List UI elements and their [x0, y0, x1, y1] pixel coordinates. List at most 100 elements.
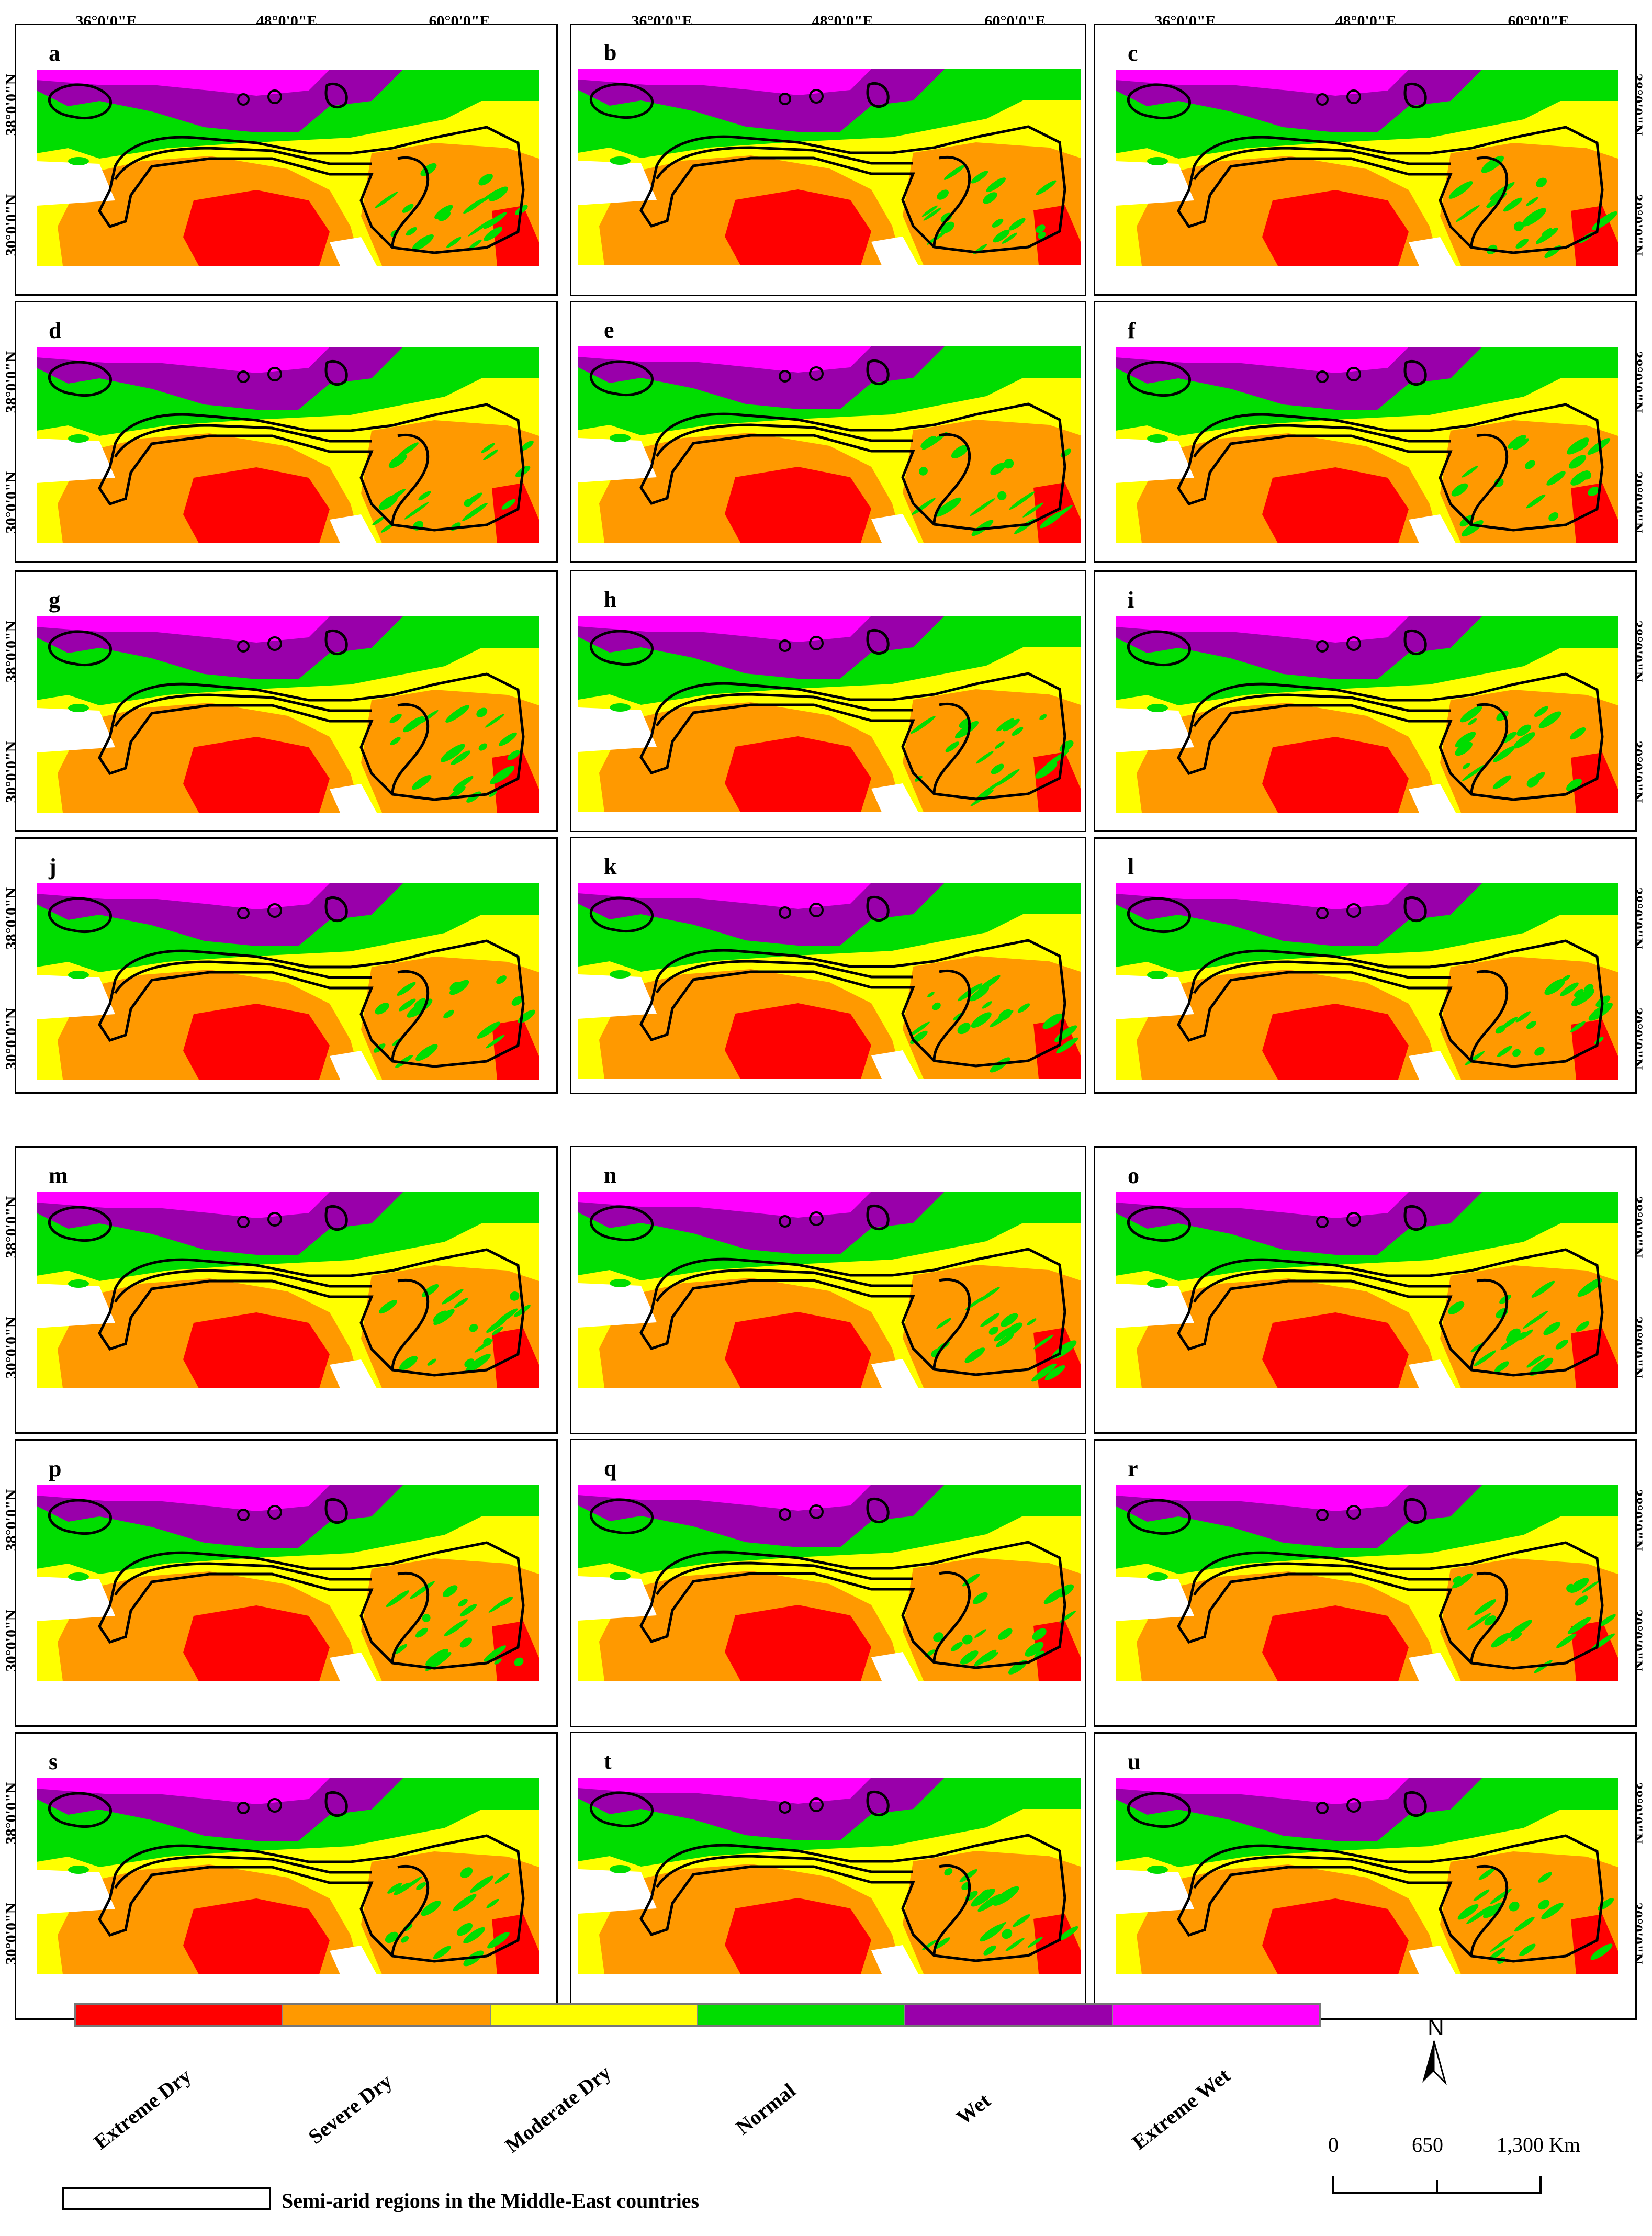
semi-arid-outline-west: [589, 1498, 654, 1535]
map-panel-t: t: [570, 1732, 1086, 2020]
semi-arid-outline-west: [48, 83, 113, 120]
drought-map: [37, 70, 539, 266]
map-panel-s: s: [15, 1732, 558, 2020]
map-panel-c: c: [1094, 24, 1637, 296]
semi-arid-outline-main: [639, 939, 1066, 1068]
extreme-dry-area: [183, 1004, 330, 1080]
map-panel-d: d: [15, 301, 558, 563]
extreme-dry-area: [724, 1605, 871, 1681]
semi-arid-outline-small-3: [866, 1497, 890, 1524]
extreme-wet-area: [578, 346, 871, 373]
no-data-sea: [37, 1577, 115, 1621]
semi-arid-outline-inner: [1193, 1562, 1451, 1596]
legend-swatch-moderate-dry: [490, 2005, 698, 2025]
drought-map: [578, 1778, 1081, 1974]
semi-arid-outline-main: [1177, 1248, 1604, 1377]
extreme-dry-area: [1262, 1605, 1409, 1681]
semi-arid-outline-small-3: [866, 628, 890, 655]
extreme-dry-area: [1262, 1898, 1409, 1974]
semi-arid-outline-inner: [655, 693, 913, 727]
drought-map: [1116, 1485, 1618, 1681]
legend-label-extreme-wet: Extreme Wet: [1127, 2063, 1235, 2154]
semi-arid-outline-west: [589, 1205, 654, 1242]
semi-arid-outline-loop: [932, 1571, 971, 1663]
semi-arid-outline-small-3: [1403, 896, 1427, 923]
map-panel-q: q: [570, 1439, 1086, 1727]
drought-map: [37, 883, 539, 1080]
semi-arid-outline-small-2: [267, 367, 282, 381]
panel-letter: s: [49, 1749, 58, 1774]
legend-swatch-severe-dry: [283, 2005, 491, 2025]
extreme-wet-area: [1116, 1192, 1409, 1218]
semi-arid-outline-small-2: [808, 89, 824, 104]
map-panel-f: f: [1094, 301, 1637, 563]
semi-arid-outline-west: [1127, 1792, 1192, 1828]
semi-arid-outline-loop: [391, 434, 430, 525]
panel-letter: j: [49, 854, 57, 880]
map-panel-n: n: [570, 1146, 1086, 1434]
map-panel-j: j: [15, 837, 558, 1094]
no-data-sea: [37, 1870, 115, 1914]
north-arrow-icon: [1422, 2040, 1447, 2086]
island: [609, 434, 631, 442]
legend-label-severe-dry: Severe Dry: [304, 2069, 397, 2149]
legend-label-moderate-dry: Moderate Dry: [500, 2060, 615, 2158]
no-data-gulf: [1409, 1946, 1456, 1974]
semi-arid-outline-inner: [655, 1268, 913, 1302]
extreme-dry-area-east: [1033, 1914, 1081, 1974]
island: [1147, 434, 1168, 443]
no-data-gulf: [1409, 1653, 1456, 1681]
no-data-sea: [578, 1576, 657, 1621]
panel-letter: g: [49, 587, 60, 613]
extreme-dry-area: [724, 467, 871, 543]
semi-arid-outline-small-2: [267, 636, 282, 651]
semi-arid-outline-small-1: [778, 1801, 791, 1814]
extreme-wet-area: [578, 616, 871, 642]
semi-arid-outline-small-2: [267, 1798, 282, 1813]
panel-letter: n: [604, 1162, 617, 1188]
no-data-sea: [1116, 439, 1194, 483]
semi-arid-outline-west: [1127, 1206, 1192, 1242]
drought-map: [1116, 616, 1618, 813]
no-data-gulf: [330, 1051, 377, 1080]
panel-letter: p: [49, 1456, 62, 1481]
no-data-sea: [578, 161, 657, 205]
panel-letter: c: [1128, 40, 1138, 66]
drought-map: [578, 346, 1081, 543]
semi-arid-outline-small-3: [1403, 359, 1427, 386]
semi-arid-outline-west: [589, 1791, 654, 1828]
island: [1147, 1866, 1168, 1874]
semi-arid-outline-small-3: [324, 1205, 348, 1231]
drought-map: [578, 883, 1081, 1079]
extreme-dry-area-east: [1571, 483, 1618, 543]
extreme-wet-area: [1116, 1485, 1409, 1511]
no-data-sea: [37, 1284, 115, 1328]
no-data-gulf: [871, 514, 918, 543]
semi-arid-outline-main: [639, 672, 1066, 801]
island: [1147, 971, 1168, 979]
island: [609, 156, 631, 165]
extreme-dry-area: [1262, 467, 1409, 543]
no-data-gulf: [330, 1946, 377, 1974]
extreme-dry-area-east: [492, 1019, 539, 1080]
island: [68, 1572, 89, 1581]
semi-arid-outline-inner: [655, 146, 913, 180]
semi-arid-outline-small-1: [237, 1802, 250, 1814]
semi-arid-outline-small-1: [1316, 370, 1329, 383]
semi-arid-outline-west: [1127, 83, 1192, 120]
extreme-dry-area: [183, 1312, 330, 1388]
no-data-gulf: [330, 784, 377, 813]
extreme-dry-area: [183, 737, 330, 813]
semi-arid-outline-small-1: [1316, 1216, 1329, 1228]
extreme-dry-area: [724, 1312, 871, 1388]
scale-tick-1: 650: [1412, 2133, 1443, 2156]
no-data-sea: [1116, 1870, 1194, 1914]
panel-letter: r: [1128, 1456, 1138, 1481]
no-data-sea: [37, 975, 115, 1019]
semi-arid-outline-small-2: [1346, 636, 1361, 651]
semi-arid-outline-small-1: [778, 1508, 791, 1521]
panel-letter: d: [49, 318, 62, 343]
drought-map: [578, 69, 1081, 265]
semi-arid-outline-small-1: [237, 1216, 250, 1228]
semi-arid-outline-main: [98, 403, 525, 532]
